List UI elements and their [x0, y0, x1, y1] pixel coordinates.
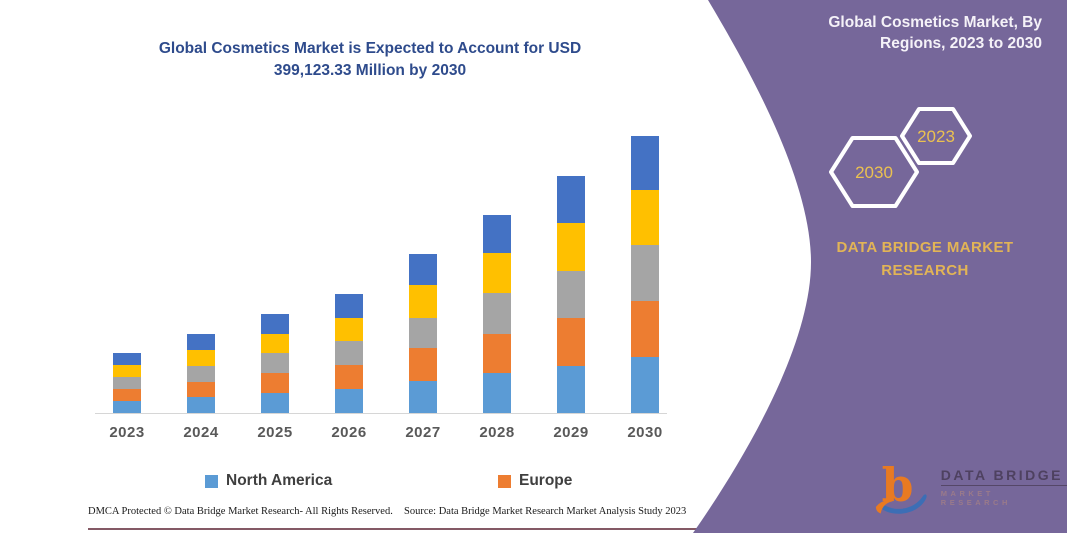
hexagon-2030-year: 2030 [855, 163, 893, 182]
bar-segment-yellow-series [113, 365, 141, 377]
bar-segment-north-america [113, 401, 141, 413]
bar-2030 [631, 136, 659, 413]
bar-segment-europe [557, 318, 585, 366]
bar-segment-blue-series [335, 294, 363, 318]
x-axis-label-2027: 2027 [405, 424, 441, 441]
bar-segment-blue-series [261, 314, 289, 334]
logo-title: DATA BRIDGE [940, 467, 1067, 486]
legend-item-north-america: North America [205, 472, 332, 490]
x-axis-label-2023: 2023 [109, 424, 145, 441]
bar-segment-europe [409, 348, 437, 381]
bar-segment-north-america [261, 393, 289, 413]
x-axis-labels: 2023 2024 2025 2026 2027 2028 2029 2030 [95, 424, 667, 446]
bar-segment-gray-series [409, 318, 437, 348]
chart-title: Global Cosmetics Market is Expected to A… [60, 38, 680, 82]
bar-2029 [557, 176, 585, 413]
brand-line1: DATA BRIDGE MARKET [836, 239, 1014, 256]
bar-segment-yellow-series [187, 350, 215, 366]
bar-segment-gray-series [631, 245, 659, 301]
bar-segment-gray-series [557, 271, 585, 318]
x-axis-label-2024: 2024 [183, 424, 219, 441]
logo-text: DATA BRIDGE MARKET RESEARCH [940, 467, 1067, 507]
x-axis-label-2030: 2030 [627, 424, 663, 441]
bar-segment-yellow-series [335, 318, 363, 341]
hexagon-2023 [900, 107, 972, 165]
bar-segment-blue-series [409, 254, 437, 285]
bar-segment-blue-series [113, 353, 141, 365]
bar-2024 [187, 334, 215, 413]
bar-segment-yellow-series [557, 223, 585, 271]
chart-legend: North America Europe [0, 472, 700, 494]
x-axis-label-2028: 2028 [479, 424, 515, 441]
bar-segment-yellow-series [261, 334, 289, 353]
bar-segment-north-america [187, 397, 215, 413]
x-axis-label-2029: 2029 [553, 424, 589, 441]
bar-segment-gray-series [335, 341, 363, 365]
x-axis-line [95, 413, 667, 414]
bar-segment-yellow-series [631, 190, 659, 245]
bar-segment-north-america [631, 357, 659, 413]
bar-segment-north-america [335, 389, 363, 413]
bar-2025 [261, 314, 289, 413]
bar-segment-gray-series [261, 353, 289, 373]
hexagon-2030 [829, 136, 919, 208]
panel-title-line1: Global Cosmetics Market, By [828, 14, 1042, 31]
legend-swatch-north-america [205, 474, 218, 488]
panel-curve [693, 0, 1067, 533]
x-axis-label-2026: 2026 [331, 424, 367, 441]
legend-item-europe: Europe [498, 472, 572, 490]
bar-segment-europe [113, 389, 141, 401]
bar-2027 [409, 254, 437, 413]
chart-title-line1: Global Cosmetics Market is Expected to A… [158, 40, 582, 57]
bar-segment-gray-series [483, 293, 511, 334]
legend-swatch-europe [498, 474, 511, 488]
bar-segment-europe [335, 365, 363, 389]
legend-label: North America [226, 472, 333, 489]
chart-title-line2: 399,123.33 Million by 2030 [273, 62, 467, 79]
bar-segment-europe [261, 373, 289, 393]
legend-label: Europe [519, 472, 573, 489]
bar-segment-north-america [409, 381, 437, 413]
logo-b-glyph: b [882, 458, 914, 512]
panel-title: Global Cosmetics Market, By Regions, 202… [790, 12, 1042, 54]
bar-segment-blue-series [483, 215, 511, 253]
dbmr-logo-mark: b [875, 458, 927, 514]
bar-segment-europe [187, 382, 215, 397]
bar-2028 [483, 215, 511, 413]
bar-segment-north-america [557, 366, 585, 413]
bar-segment-europe [631, 301, 659, 357]
bottom-divider-line [88, 528, 705, 530]
stacked-bar-chart [95, 130, 667, 413]
brand-wordmark: DATA BRIDGE MARKET RESEARCH [820, 236, 1030, 282]
logo-subtitle: MARKET RESEARCH [940, 489, 1011, 507]
logo-blue-swoosh [880, 494, 927, 514]
bar-segment-yellow-series [483, 253, 511, 293]
panel-title-line2: Regions, 2023 to 2030 [880, 35, 1042, 52]
bar-segment-europe [483, 334, 511, 373]
bar-segment-yellow-series [409, 285, 437, 318]
bar-segment-blue-series [557, 176, 585, 223]
bar-segment-gray-series [113, 377, 141, 389]
x-axis-label-2025: 2025 [257, 424, 293, 441]
bar-segment-blue-series [631, 136, 659, 190]
brand-line2: RESEARCH [881, 262, 969, 279]
dbmr-logo: b DATA BRIDGE MARKET RESEARCH [874, 458, 1067, 516]
bar-segment-gray-series [187, 366, 215, 382]
bar-2023 [113, 353, 141, 413]
hexagon-year-badges: 2023 2030 [829, 107, 972, 208]
hexagon-2023-year: 2023 [917, 127, 955, 146]
bar-2026 [335, 294, 363, 413]
source-attribution-text: Source: Data Bridge Market Research Mark… [404, 506, 687, 517]
logo-orange-swoosh [875, 500, 893, 514]
bar-segment-blue-series [187, 334, 215, 350]
bar-segment-north-america [483, 373, 511, 413]
dmca-copyright-text: DMCA Protected © Data Bridge Market Rese… [88, 506, 393, 517]
